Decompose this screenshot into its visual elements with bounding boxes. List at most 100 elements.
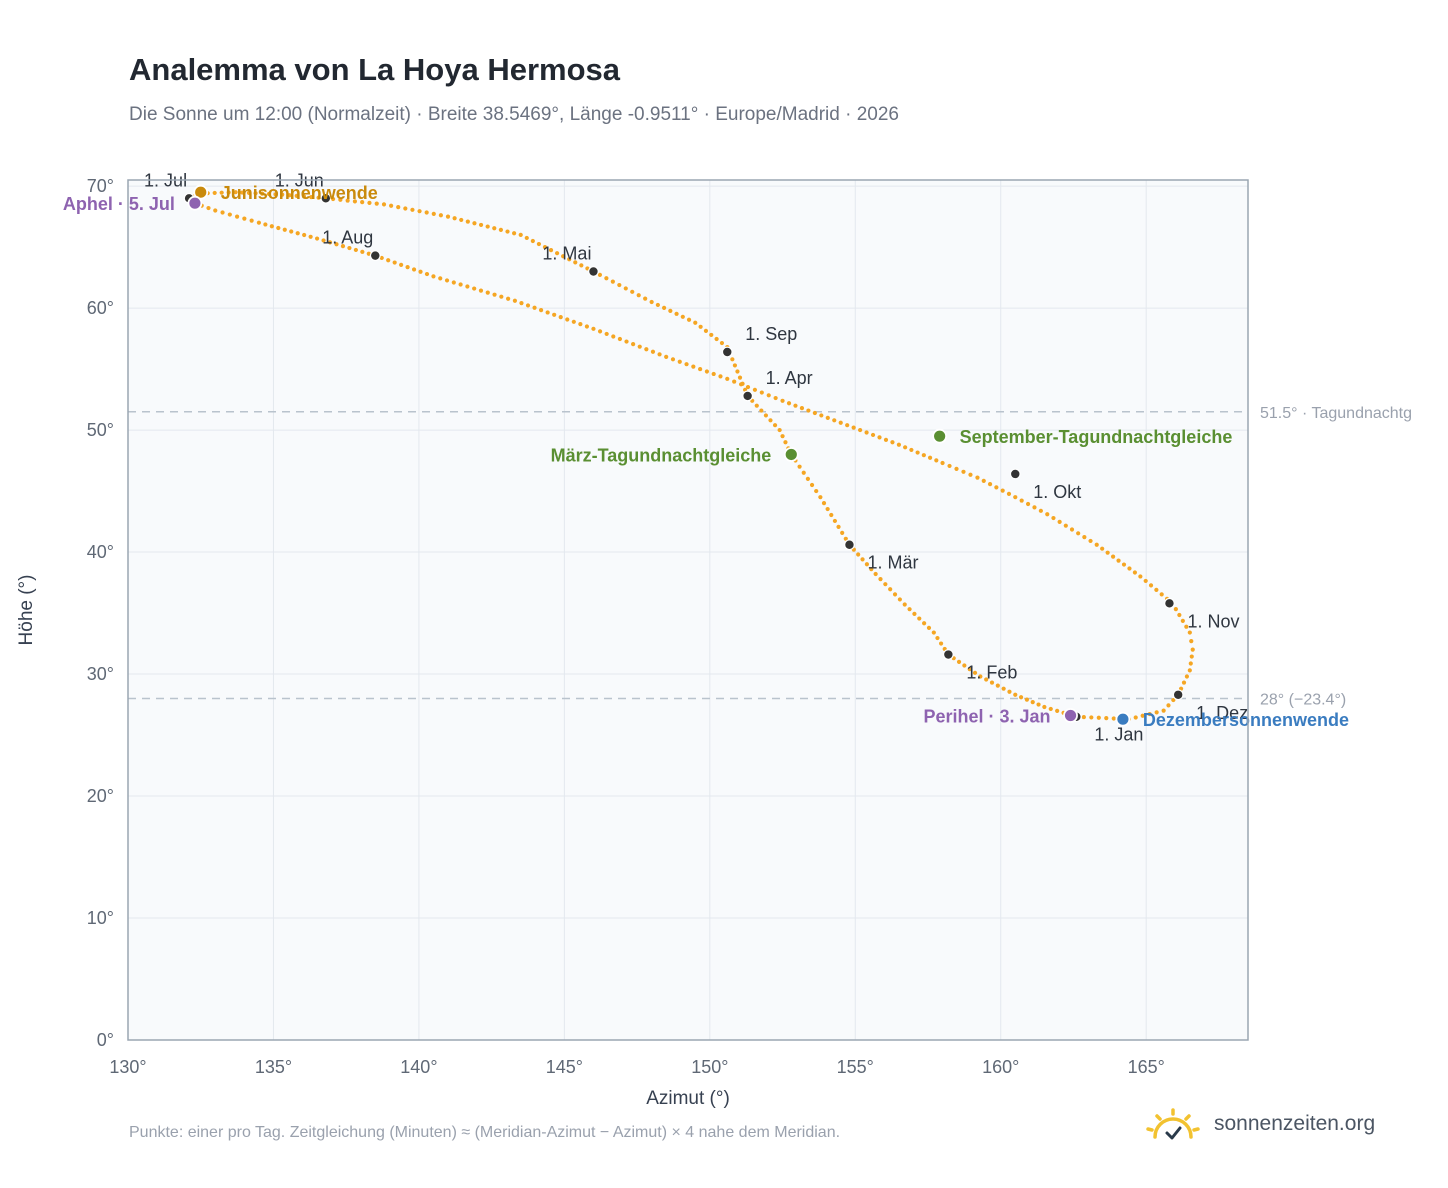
day-dot: [253, 191, 258, 196]
day-dot: [691, 364, 696, 369]
plot-area: [128, 180, 1248, 1040]
day-dot: [643, 296, 648, 301]
day-dot: [812, 410, 817, 416]
day-dot: [389, 203, 394, 208]
analemma-curve: [186, 190, 1195, 722]
day-dot: [956, 659, 962, 664]
day-dot: [1181, 680, 1187, 685]
day-dot: [294, 193, 299, 198]
day-dot: [1038, 508, 1043, 513]
day-dot: [571, 319, 576, 324]
day-dot: [1076, 531, 1081, 536]
day-dot: [1171, 697, 1176, 703]
day-dot: [1121, 562, 1127, 567]
day-dot: [657, 352, 662, 357]
day-dot: [1189, 639, 1194, 644]
day-dot: [518, 232, 523, 237]
day-dot: [431, 274, 436, 279]
day-dot: [972, 670, 978, 675]
day-dot: [1189, 654, 1194, 659]
day-dot: [392, 260, 397, 265]
day-dot: [485, 290, 490, 295]
event-markers: Junisonnenwende Aphel · 5. Jul März-Tagund…: [63, 183, 1349, 730]
day-dot: [1006, 491, 1012, 497]
event-label: Perihel · 3. Jan: [923, 707, 1050, 727]
month-label: 1. Mär: [867, 553, 918, 573]
day-dot: [975, 475, 980, 480]
day-dot: [1154, 710, 1159, 715]
day-dot: [374, 201, 379, 206]
day-dot: [604, 276, 609, 281]
day-dot: [1166, 703, 1171, 708]
month-label: 1. Aug: [322, 228, 373, 248]
day-dot: [386, 258, 391, 263]
day-dot: [772, 423, 778, 428]
day-dot: [799, 406, 805, 411]
day-dot: [1132, 570, 1138, 575]
day-dot: [565, 317, 570, 322]
day-dot: [276, 225, 281, 231]
day-dot: [829, 512, 834, 518]
day-dot: [836, 524, 841, 529]
day-dot: [1001, 686, 1006, 691]
day-dot: [399, 262, 404, 267]
day-dot: [987, 482, 993, 487]
day-dot: [703, 328, 709, 333]
day-dot: [759, 408, 764, 413]
day-dot: [1161, 708, 1166, 713]
month-dot: [742, 390, 754, 402]
day-dot: [650, 349, 656, 354]
day-dot: [295, 231, 300, 236]
day-dot: [498, 227, 503, 233]
day-dot: [353, 247, 358, 253]
day-dot: [512, 231, 517, 236]
day-dot: [548, 248, 554, 253]
day-dot: [680, 314, 685, 319]
day-dot: [768, 418, 773, 423]
day-dot: [1147, 711, 1152, 717]
day-dot: [573, 260, 578, 265]
day-dot: [340, 244, 346, 249]
month-dot: [1009, 468, 1021, 480]
day-dot: [1180, 618, 1185, 623]
brand[interactable]: sonnenzeiten.org: [1146, 1102, 1375, 1146]
day-dot: [674, 311, 679, 316]
day-dot: [745, 384, 751, 390]
day-dot: [367, 200, 372, 205]
day-dot: [1143, 578, 1148, 584]
day-dot: [266, 191, 271, 197]
day-dot: [1110, 554, 1116, 559]
event-dot-equinox: [783, 447, 799, 462]
day-dot: [711, 371, 716, 377]
day-dot: [766, 393, 771, 398]
day-dot: [725, 376, 730, 381]
day-dot: [478, 222, 484, 228]
day-dot: [256, 220, 262, 225]
day-dot: [797, 464, 802, 469]
day-dot: [451, 280, 456, 285]
day-dot: [754, 403, 759, 408]
day-dot: [737, 375, 743, 380]
day-dot: [512, 298, 518, 303]
month-dot: [588, 266, 599, 277]
day-dot: [780, 434, 785, 439]
event-dot-apsis: [187, 195, 203, 211]
day-dot: [1138, 574, 1143, 579]
day-dot: [524, 235, 529, 241]
day-dot: [926, 625, 932, 630]
x-axis-title: Azimut (°): [646, 1088, 730, 1109]
day-dot: [819, 413, 824, 418]
day-dot: [458, 282, 463, 287]
day-dot: [1190, 647, 1195, 652]
day-dot: [883, 582, 888, 587]
day-dot: [472, 286, 477, 291]
day-dot: [1133, 715, 1138, 720]
day-dot: [360, 200, 365, 205]
day-dot: [1013, 495, 1018, 500]
day-dot: [532, 305, 537, 310]
day-dot: [763, 413, 769, 418]
day-dot: [851, 425, 856, 430]
day-dot: [1187, 668, 1192, 673]
event-label: Junisonnenwende: [221, 183, 378, 203]
day-dot: [1187, 630, 1192, 635]
